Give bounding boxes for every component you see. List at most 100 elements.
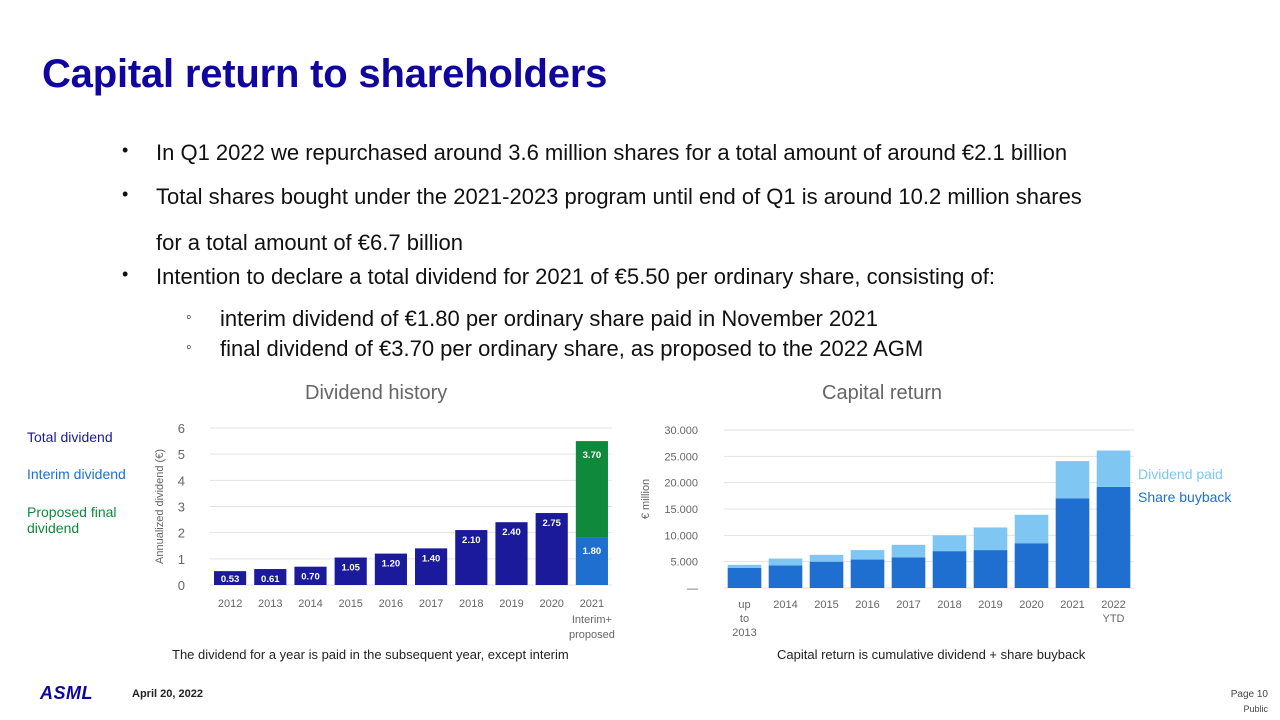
x-tick-label: up	[738, 599, 750, 611]
y-tick-label: 5	[178, 447, 185, 462]
data-label: 1.05	[341, 563, 360, 574]
bullet-text: Total shares bought under the 2021-2023 …	[156, 184, 1082, 209]
y-tick-label: 15.000	[664, 504, 698, 516]
sub-bullet-dot: ◦	[186, 339, 192, 356]
dividend-history-chart: 0 1 2 3 4 5 6 Annualized dividend (€) 2012 0.53 20…	[154, 421, 615, 641]
data-label: 0.61	[261, 574, 280, 585]
bar-share-buyback	[1055, 498, 1090, 588]
y-tick-label: 25.000	[664, 451, 698, 463]
bullet-dot: •	[122, 140, 129, 160]
bar-2014	[294, 566, 327, 585]
bar-dividend-paid	[932, 535, 967, 552]
x-tick-sublabel: proposed	[569, 629, 615, 641]
data-label: 3.70	[583, 450, 602, 461]
bar-share-buyback	[891, 557, 926, 588]
bar-dividend-paid	[768, 558, 803, 566]
x-tick-label: 2014	[773, 599, 797, 611]
y-tick-label: 10.000	[664, 530, 698, 542]
data-label: 2.10	[462, 535, 481, 546]
bullet-text: Intention to declare a total dividend fo…	[156, 264, 995, 289]
bar-dividend-paid	[809, 554, 844, 562]
sub-bullet-dot: ◦	[186, 309, 192, 326]
data-label: 2.75	[542, 518, 561, 529]
bar-2012	[214, 571, 247, 585]
bar-share-buyback	[1096, 486, 1131, 588]
y-axis-label: Annualized dividend (€)	[154, 449, 166, 564]
bar-share-buyback	[932, 551, 967, 588]
capital-return-chart: — 5.000 10.000 15.000 20.000 25.000 30.000 € mi…	[640, 425, 1134, 639]
x-tick-label: 2016	[855, 599, 879, 611]
bar-2015	[334, 557, 367, 585]
data-label: 1.80	[583, 546, 602, 557]
x-tick-label: 2020	[539, 598, 563, 610]
y-tick-label: 3	[178, 500, 185, 515]
footer-date: April 20, 2022	[132, 688, 203, 700]
y-tick-label: 6	[178, 421, 185, 436]
y-tick-label: 5.000	[670, 557, 698, 569]
x-tick-label: 2019	[978, 599, 1002, 611]
y-tick-label: 20.000	[664, 478, 698, 490]
bar-2019	[495, 522, 528, 585]
bar-2021-final	[575, 441, 608, 538]
x-tick-label: YTD	[1103, 613, 1125, 625]
x-tick-label: 2012	[218, 598, 242, 610]
data-label: 1.40	[422, 553, 441, 564]
y-tick-label: 1	[178, 552, 185, 567]
x-tick-label: 2022	[1101, 599, 1125, 611]
y-tick-label: 30.000	[664, 425, 698, 437]
asml-logo: ASML	[40, 683, 93, 703]
capital-chart-caption: Capital return is cumulative dividend + …	[777, 647, 1086, 662]
bar-share-buyback	[727, 567, 762, 588]
legend-share-buyback: Share buyback	[1138, 489, 1232, 505]
sub-bullet-text: final dividend of €3.70 per ordinary sha…	[220, 336, 924, 361]
bar-dividend-paid	[850, 550, 885, 560]
bullet-text: In Q1 2022 we repurchased around 3.6 mil…	[156, 140, 1068, 165]
bullet-text: for a total amount of €6.7 billion	[156, 230, 463, 255]
bar-share-buyback	[768, 565, 803, 588]
legend-total-dividend: Total dividend	[27, 429, 113, 445]
bar-dividend-paid	[1096, 450, 1131, 487]
x-tick-label: 2021	[1060, 599, 1084, 611]
y-tick-label: 0	[178, 578, 185, 593]
x-tick-label: 2016	[379, 598, 403, 610]
bar-2016	[374, 553, 407, 585]
bar-2020	[535, 513, 568, 585]
x-tick-label: 2020	[1019, 599, 1043, 611]
bullet-dot: •	[122, 264, 129, 284]
capital-return-chart-title: Capital return	[822, 382, 943, 404]
sub-bullet-text: interim dividend of €1.80 per ordinary s…	[220, 306, 878, 331]
x-tick-label: 2017	[896, 599, 920, 611]
legend-proposed-final-dividend: Proposed final dividend	[27, 504, 117, 536]
bullet-dot: •	[122, 184, 129, 204]
page-number: Page 10	[1230, 689, 1268, 700]
slide-title: Capital return to shareholders	[42, 52, 608, 96]
y-tick-label: —	[687, 583, 698, 595]
bar-share-buyback	[1014, 543, 1049, 588]
x-tick-label: 2014	[298, 598, 322, 610]
x-tick-label: 2021	[580, 598, 604, 610]
legend-dividend-paid: Dividend paid	[1138, 466, 1223, 482]
bar-dividend-paid	[891, 544, 926, 558]
x-tick-label: 2019	[499, 598, 523, 610]
bar-dividend-paid	[1014, 514, 1049, 544]
dividend-chart-title: Dividend history	[305, 382, 448, 404]
x-tick-label: 2015	[338, 598, 362, 610]
x-tick-label: 2018	[937, 599, 961, 611]
bar-2013	[254, 569, 287, 585]
dividend-chart-caption: The dividend for a year is paid in the s…	[172, 647, 569, 662]
bar-dividend-paid	[973, 527, 1008, 551]
bar-share-buyback	[973, 550, 1008, 588]
data-label: 1.20	[382, 559, 401, 570]
x-tick-label: to	[740, 613, 749, 625]
bar-dividend-paid	[1055, 461, 1090, 499]
y-tick-label: 4	[178, 473, 185, 488]
x-tick-label: 2015	[814, 599, 838, 611]
bar-share-buyback	[809, 561, 844, 588]
legend-interim-dividend: Interim dividend	[27, 466, 126, 482]
data-label: 0.70	[301, 572, 320, 583]
x-tick-label: 2013	[258, 598, 282, 610]
bar-2021-interim	[575, 537, 608, 585]
bar-2017	[415, 548, 448, 585]
bar-dividend-paid	[727, 564, 762, 568]
bar-2018	[455, 530, 488, 585]
